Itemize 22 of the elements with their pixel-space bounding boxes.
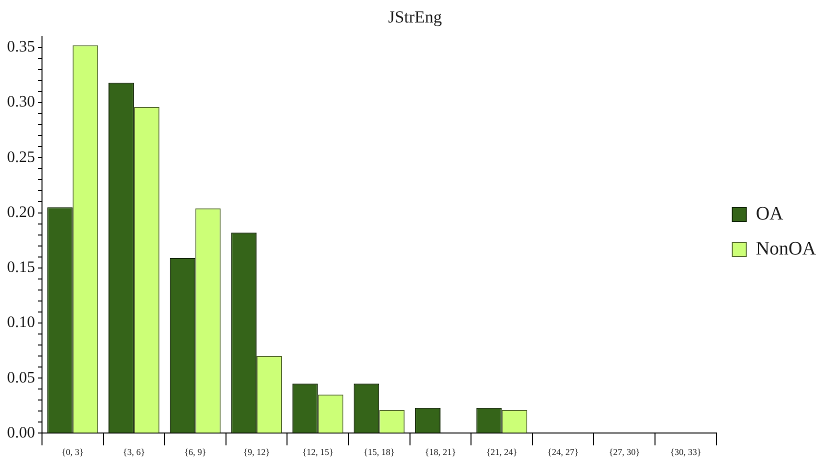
- x-tick-label: {24, 27}: [548, 446, 579, 457]
- y-tick-label: 0.10: [7, 314, 35, 332]
- y-tick-label: 0.35: [7, 38, 35, 56]
- legend-label: NonOA: [756, 238, 816, 260]
- x-tick-label: {21, 24}: [486, 446, 518, 457]
- legend-label: OA: [756, 203, 784, 224]
- x-tick-label: {12, 15}: [302, 446, 334, 457]
- x-tick-label: {27, 30}: [608, 446, 640, 457]
- x-tick-label: {9, 12}: [243, 446, 270, 457]
- x-tick-label: {15, 18}: [364, 446, 395, 457]
- y-tick-label: 0.15: [7, 259, 35, 276]
- y-tick-label: 0.30: [7, 94, 35, 111]
- y-tick-label: 0.20: [7, 204, 35, 221]
- x-tick-label: {6, 9}: [184, 446, 206, 457]
- y-tick-label: 0.25: [7, 148, 35, 166]
- chart-title: JStrEng: [388, 8, 442, 27]
- x-tick-label: {18, 21}: [424, 446, 456, 457]
- y-tick-label: 0.00: [7, 424, 35, 442]
- x-tick-label: {0, 3}: [62, 446, 84, 457]
- x-tick-label: {30, 33}: [670, 446, 702, 457]
- y-tick-label: 0.05: [7, 369, 35, 386]
- x-tick-label: {3, 6}: [122, 446, 146, 457]
